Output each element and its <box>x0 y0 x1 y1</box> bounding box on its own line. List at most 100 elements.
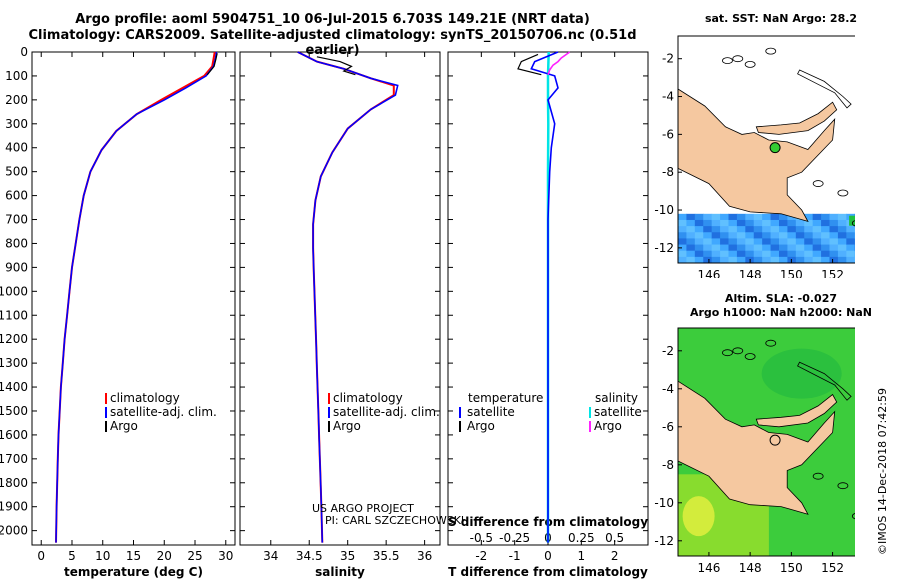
legend-label: Argo <box>467 419 495 433</box>
island-outline <box>837 482 849 490</box>
sst-pixel <box>804 250 814 258</box>
temperature-panel: 0 5 10 15 20 25 30 temperature (deg C) climatolo… <box>31 51 236 579</box>
island-outline <box>812 472 824 480</box>
map-y-tick-label: -8 <box>662 458 674 472</box>
depth-tick-label: 500 <box>5 165 28 179</box>
x-tick-label: 34.5 <box>296 549 323 563</box>
map-y-tick-label: -8 <box>662 165 674 179</box>
new-guinea-landmass <box>677 88 836 223</box>
sst-pixel <box>703 244 713 252</box>
sst-pixel <box>736 244 746 252</box>
chart-title-line2: Climatology: CARS2009. Satellite-adjuste… <box>28 28 637 58</box>
island-outline <box>732 347 744 355</box>
sst-pixel <box>753 232 763 239</box>
sst-pixel <box>686 232 696 239</box>
sst-pixel <box>703 250 713 258</box>
sst-map-title: sat. SST: NaN Argo: 28.2 <box>704 12 858 25</box>
map-x-tick-label: 152 <box>821 561 844 575</box>
depth-tick-label: 1800 <box>0 476 28 490</box>
series-satellite-line <box>297 51 399 543</box>
series-argo-temperature-line <box>517 53 542 76</box>
sst-pixel <box>829 232 839 239</box>
sst-pixel <box>703 213 713 221</box>
sst-pixel <box>770 232 780 239</box>
sst-pixel <box>694 232 704 239</box>
sst-pixel <box>694 256 704 264</box>
sst-pixel <box>711 244 721 252</box>
sla-map-title1: Altim. SLA: -0.027 <box>724 292 838 305</box>
sst-pixel <box>686 250 696 258</box>
depth-tick-label: 600 <box>5 189 28 203</box>
sst-pixel <box>736 226 746 233</box>
sst-pixel <box>678 256 687 264</box>
sst-pixel <box>745 250 755 258</box>
sst-pixel <box>770 238 780 246</box>
panel-frame <box>239 51 441 546</box>
sst-pixel <box>804 238 814 246</box>
x-tick-label: 20 <box>157 549 172 563</box>
sst-pixel <box>728 232 738 239</box>
sst-pixel <box>678 213 687 221</box>
map-y-tick-label: -12 <box>654 534 674 548</box>
sst-pixel <box>720 226 729 233</box>
island-outline <box>722 57 733 64</box>
x-tick-label: 0 <box>37 549 45 563</box>
sst-pixel <box>795 250 805 258</box>
sst-pixel <box>703 226 713 233</box>
sst-pixel <box>762 238 772 246</box>
series-satellite-line <box>55 51 218 543</box>
s-tick-label: 0.5 <box>605 531 624 545</box>
sst-pixel <box>821 226 830 233</box>
sst-pixel <box>821 232 830 239</box>
depth-tick-label: 900 <box>5 260 28 274</box>
sst-pixel <box>812 238 822 246</box>
sst-pixel <box>787 232 797 239</box>
x-tick-label: 5 <box>68 549 76 563</box>
sst-pixel <box>837 250 847 258</box>
island-outline <box>851 513 855 520</box>
sst-pixel <box>720 238 729 246</box>
sst-pixel <box>821 213 830 221</box>
sst-pixel <box>703 219 713 227</box>
series-climatology-line <box>297 51 395 543</box>
map-y-tick-label: -12 <box>654 241 674 255</box>
sst-pixel <box>795 232 805 239</box>
s-tick-label: 0.25 <box>568 531 595 545</box>
sst-pixel <box>812 219 822 227</box>
series-climatology-line <box>55 51 216 543</box>
x-tick-label: 1 <box>578 549 586 563</box>
depth-tick-label: 1200 <box>0 332 28 346</box>
imos-timestamp: ©IMOS 14-Dec-2018 07:42:59 <box>876 388 889 555</box>
sst-pixel <box>779 238 788 246</box>
sst-pixel <box>829 256 839 264</box>
sst-pixel <box>804 219 814 227</box>
sst-pixel <box>804 213 814 221</box>
island-outline <box>744 353 756 360</box>
sst-pixel <box>821 244 830 252</box>
map-x-tick-label: 150 <box>780 268 803 278</box>
new-ireland-outline <box>797 69 852 109</box>
depth-tick-label: 100 <box>5 69 28 83</box>
depth-tick-label: 2000 <box>0 524 28 538</box>
sst-pixel <box>787 226 797 233</box>
sst-pixel <box>846 250 855 258</box>
sst-pixel <box>846 238 855 246</box>
sst-pixel <box>694 250 704 258</box>
depth-tick-label: 200 <box>5 93 28 107</box>
sst-pixel <box>686 213 696 221</box>
sst-pixel <box>804 232 814 239</box>
sst-pixel <box>770 256 780 264</box>
sst-pixel <box>770 213 780 221</box>
sst-pixel <box>736 219 746 227</box>
sla-anomaly-patch <box>761 348 842 399</box>
map-y-tick-label: -6 <box>662 127 674 141</box>
sst-pixel <box>829 219 839 227</box>
sst-pixel <box>753 219 763 227</box>
sst-pixel <box>703 256 713 264</box>
depth-tick-label: 1100 <box>0 308 28 322</box>
sst-pixel <box>711 250 721 258</box>
sst-pixel <box>787 250 797 258</box>
sst-pixel <box>804 226 814 233</box>
x-tick-label: 15 <box>126 549 141 563</box>
sst-pixel <box>846 232 855 239</box>
